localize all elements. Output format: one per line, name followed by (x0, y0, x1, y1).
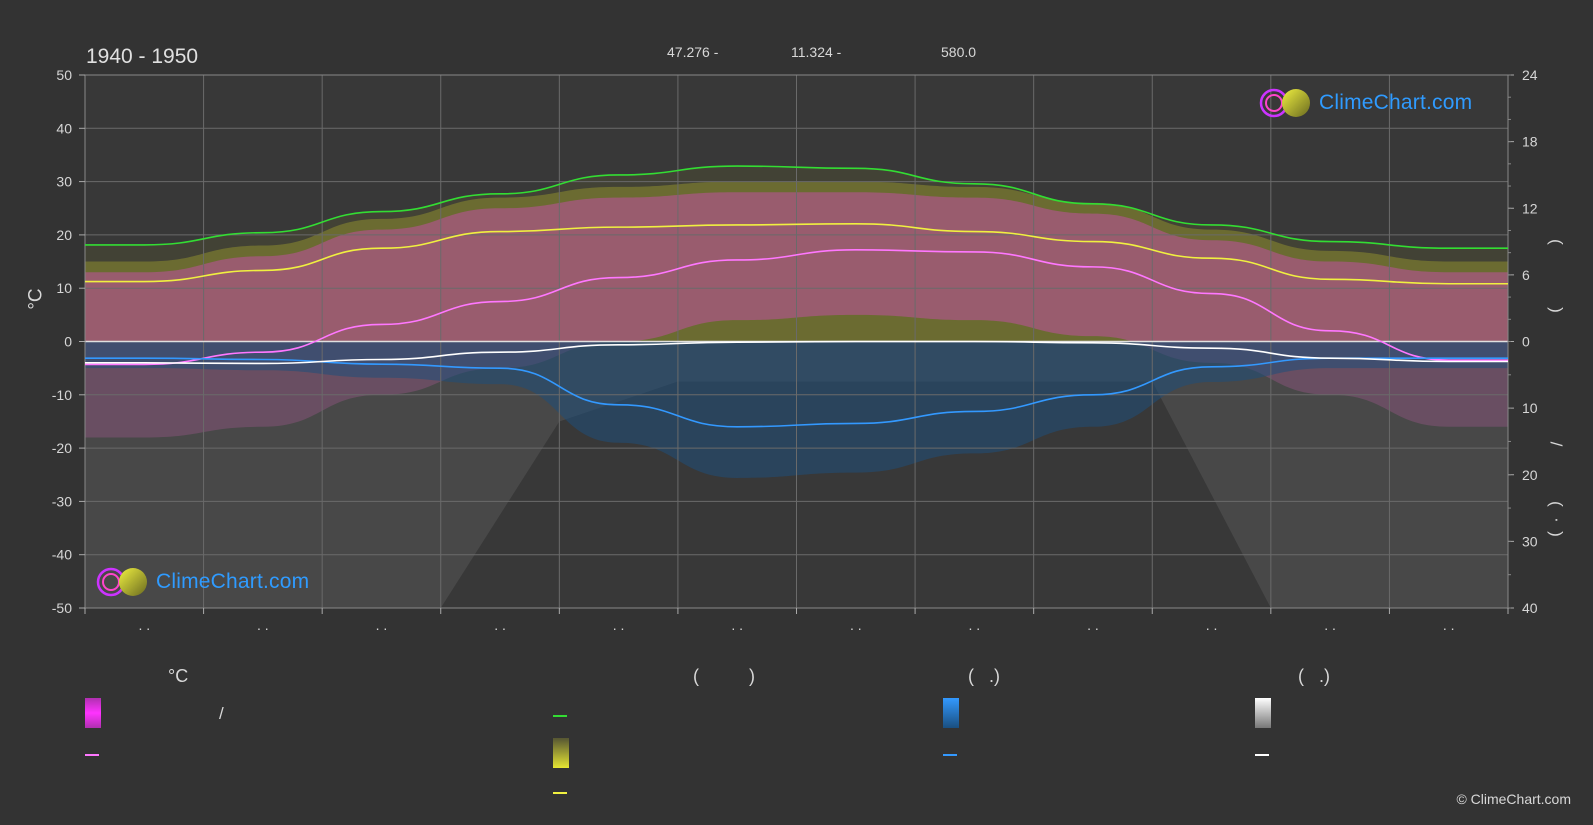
month-tick-label: . . (613, 617, 625, 633)
right-axis-mark: ( (1546, 501, 1566, 507)
daylight-series-line (85, 165, 1509, 250)
left-axis-tick-label: -40 (52, 547, 72, 563)
legend-temp-range-swatch (85, 698, 101, 728)
latitude-label: 47.276 - (667, 44, 719, 60)
legend-header-snow: ( .) (1298, 666, 1330, 686)
right-axis-mark: ) (1546, 307, 1566, 313)
left-axis-tick-label: -10 (52, 387, 72, 403)
right-axis-tick-label: 12 (1522, 200, 1538, 216)
month-tick-label: . . (138, 617, 150, 633)
left-axis-tick-label: 30 (56, 174, 72, 190)
legend-daylight-line (553, 715, 567, 717)
right-axis-tick-label: 0 (1522, 334, 1530, 350)
month-tick-label: . . (1324, 617, 1336, 633)
left-axis-tick-label: -30 (52, 493, 72, 509)
right-axis-mark: / (1546, 441, 1566, 447)
left-axis-unit: °C (25, 288, 47, 310)
logo-bottom-text: ClimeChart.com (156, 570, 310, 593)
left-axis-tick-label: -50 (52, 600, 72, 616)
legend-rain-swatch (943, 698, 959, 728)
right-axis-mark: · (1547, 517, 1567, 523)
month-tick-label: . . (494, 617, 506, 633)
legend-snow-swatch (1255, 698, 1271, 728)
legend-sunshine-swatch (553, 738, 569, 768)
legend-sunshine-line (553, 792, 567, 794)
month-tick-label: . . (376, 617, 388, 633)
left-axis-tick-label: -20 (52, 440, 72, 456)
logo-bottom[interactable]: ClimeChart.com (96, 567, 309, 597)
temp_mean-series-line (85, 249, 1508, 366)
right-axis-tick-label: 40 (1522, 600, 1538, 616)
right-axis-tick-label: 6 (1522, 267, 1530, 283)
legend-rain-line (943, 754, 957, 756)
period-title: 1940 - 1950 (86, 45, 199, 68)
snow-series-line (85, 340, 1508, 365)
month-tick-label: . . (1443, 617, 1455, 633)
legend-header-sun: ( ) (693, 666, 755, 686)
legend-temp-mean-line (85, 754, 99, 756)
right-axis-tick-label: 30 (1522, 533, 1538, 549)
right-axis-tick-label: 18 (1522, 134, 1538, 150)
longitude-label: 11.324 - (791, 44, 842, 60)
legend-temp-range-separator: / (219, 704, 224, 723)
right-axis-tick-label: 10 (1522, 400, 1538, 416)
right-axis-mark: ) (1546, 531, 1566, 537)
legend-header-temperature: °C (168, 666, 189, 686)
clime-chart-logo-icon (96, 567, 147, 597)
month-tick-label: . . (731, 617, 743, 633)
right-axis-tick-label: 20 (1522, 467, 1538, 483)
left-axis-tick-label: 20 (56, 227, 72, 243)
clime-chart-logo-icon (1259, 88, 1310, 118)
sunshine-series-line (85, 222, 1508, 285)
month-tick-label: . . (969, 617, 981, 633)
month-tick-label: . . (1206, 617, 1218, 633)
logo-top[interactable]: ClimeChart.com (1259, 88, 1472, 118)
right-axis-mark: ( (1546, 239, 1566, 245)
elevation-label: 580.0 (941, 44, 977, 60)
month-tick-label: . . (1087, 617, 1099, 633)
legend-snow-line (1255, 754, 1269, 756)
left-axis-tick-label: 50 (56, 67, 72, 83)
left-axis-tick-label: 10 (56, 280, 72, 296)
left-axis-tick-label: 0 (64, 334, 72, 350)
month-tick-label: . . (257, 617, 269, 633)
month-tick-label: . . (850, 617, 862, 633)
legend-header-rain: ( .) (968, 666, 1000, 686)
copyright: © ClimeChart.com (1456, 791, 1571, 807)
left-axis-tick-label: 40 (56, 120, 72, 136)
right-axis-tick-label: 24 (1522, 67, 1538, 83)
logo-top-text: ClimeChart.com (1319, 91, 1473, 114)
